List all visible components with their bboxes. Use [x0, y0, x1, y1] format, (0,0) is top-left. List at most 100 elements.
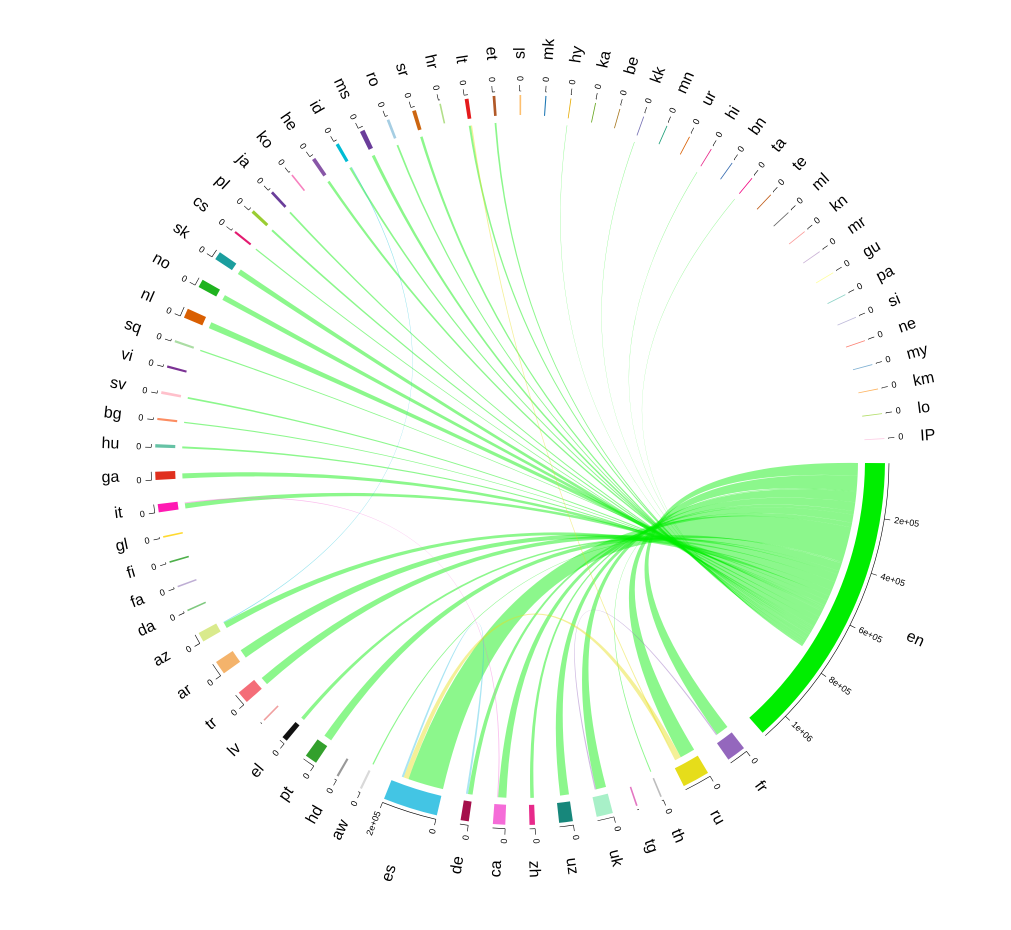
- sector-arc: [335, 143, 349, 163]
- tick-mark: [875, 361, 882, 364]
- sector-label: ur: [698, 88, 720, 109]
- sector-arc: [157, 417, 178, 423]
- tick-mark: [467, 825, 469, 832]
- tick-label: 8e+05: [827, 674, 853, 697]
- sector-axis: [790, 209, 792, 211]
- sector-arc: [864, 438, 885, 441]
- sector-label: nl: [138, 286, 156, 307]
- sector-arc: [412, 110, 422, 131]
- tick-label: 0: [749, 756, 760, 766]
- sector-label: de: [448, 855, 468, 875]
- tick-label: 0: [138, 412, 144, 422]
- tick-mark: [239, 704, 245, 709]
- tick-mark: [153, 538, 160, 541]
- tick-label: 0: [217, 217, 227, 228]
- sector-arc: [858, 388, 879, 394]
- ribbon: [641, 198, 803, 647]
- sector-axis: [773, 191, 775, 193]
- sector-arc: [183, 308, 207, 326]
- sector-label: si: [886, 291, 903, 311]
- sector-axis: [230, 228, 233, 231]
- tick-mark: [310, 765, 315, 772]
- sector-label: my: [905, 341, 930, 363]
- tick-mark: [709, 776, 714, 782]
- ribbon: [408, 515, 852, 790]
- tick-mark: [746, 751, 751, 757]
- tick-label: 0: [270, 748, 281, 758]
- ribbon: [222, 295, 820, 622]
- sector-arc: [658, 125, 668, 145]
- sector-label: tg: [641, 837, 661, 855]
- tick-label: 0: [168, 612, 177, 623]
- tick-label: 2e+05: [893, 515, 920, 529]
- tick-label: 0: [618, 89, 629, 97]
- sector-axis: [235, 694, 245, 705]
- sector-arc: [359, 770, 371, 789]
- tick-label: 0: [229, 707, 239, 718]
- sector-label: pa: [873, 262, 897, 285]
- tick-mark: [357, 792, 361, 799]
- sector-axis: [288, 171, 291, 173]
- tick-label: 0: [349, 799, 360, 808]
- sector-axis: [334, 778, 337, 781]
- sector-label: be: [621, 55, 642, 77]
- sector-arc: [700, 148, 712, 167]
- sector-arc: [384, 780, 442, 816]
- ribbon: [182, 472, 828, 606]
- tick-mark: [164, 338, 171, 342]
- sector-axis: [459, 823, 469, 826]
- tick-mark: [147, 418, 154, 420]
- tick-label: 0: [499, 838, 509, 843]
- tick-label: 0: [884, 354, 891, 365]
- sector-arc: [543, 95, 547, 116]
- sector-arc: [716, 732, 745, 760]
- sector-arc: [773, 212, 789, 227]
- sector-axis: [385, 115, 388, 117]
- sector-arc: [177, 578, 197, 588]
- tick-label: 0: [895, 405, 901, 416]
- tick-label: 0: [712, 782, 723, 791]
- tick-label: 0: [812, 215, 822, 226]
- sector-axis: [309, 154, 314, 158]
- tick-mark: [194, 643, 200, 647]
- tick-mark: [333, 779, 337, 786]
- tick-label: 6e+05: [857, 625, 884, 645]
- tick-mark: [243, 205, 249, 211]
- tick-mark: [330, 136, 334, 142]
- tick-label: 0: [144, 535, 151, 546]
- sector-arc: [738, 177, 753, 194]
- tick-label: 0: [235, 196, 245, 207]
- tick-mark: [712, 140, 717, 146]
- sector-arc: [815, 272, 834, 284]
- tick-mark: [667, 116, 671, 123]
- sector-arc: [161, 391, 182, 398]
- sector-arc: [674, 755, 709, 787]
- tick-label: 0: [643, 97, 654, 105]
- sector-label: da: [135, 617, 158, 640]
- sector-arc: [464, 98, 472, 119]
- sector-arc: [827, 294, 846, 305]
- tick-mark: [871, 573, 877, 576]
- sector-label: fi: [125, 564, 137, 583]
- sector-arc: [166, 365, 187, 373]
- ribbon: [301, 537, 840, 720]
- sector-axis: [211, 249, 217, 258]
- sector-axis: [464, 94, 468, 96]
- sector-arc: [788, 231, 805, 245]
- sector-arc: [528, 804, 536, 825]
- tick-label: 0: [776, 177, 787, 188]
- tick-label: 0: [184, 644, 193, 655]
- ribbon: [223, 166, 413, 623]
- sector-label: zh: [525, 860, 543, 877]
- tick-label: 0: [158, 587, 166, 598]
- tick-label: 0: [427, 828, 438, 835]
- tick-label: 0: [255, 175, 266, 185]
- sector-axis: [194, 277, 200, 286]
- sector-arc: [234, 231, 252, 246]
- tick-mark: [306, 151, 310, 157]
- tick-mark: [790, 205, 796, 210]
- tick-mark: [263, 185, 269, 191]
- tick-mark: [380, 802, 383, 809]
- sector-arc: [215, 252, 237, 271]
- tick-label: 0: [795, 195, 805, 206]
